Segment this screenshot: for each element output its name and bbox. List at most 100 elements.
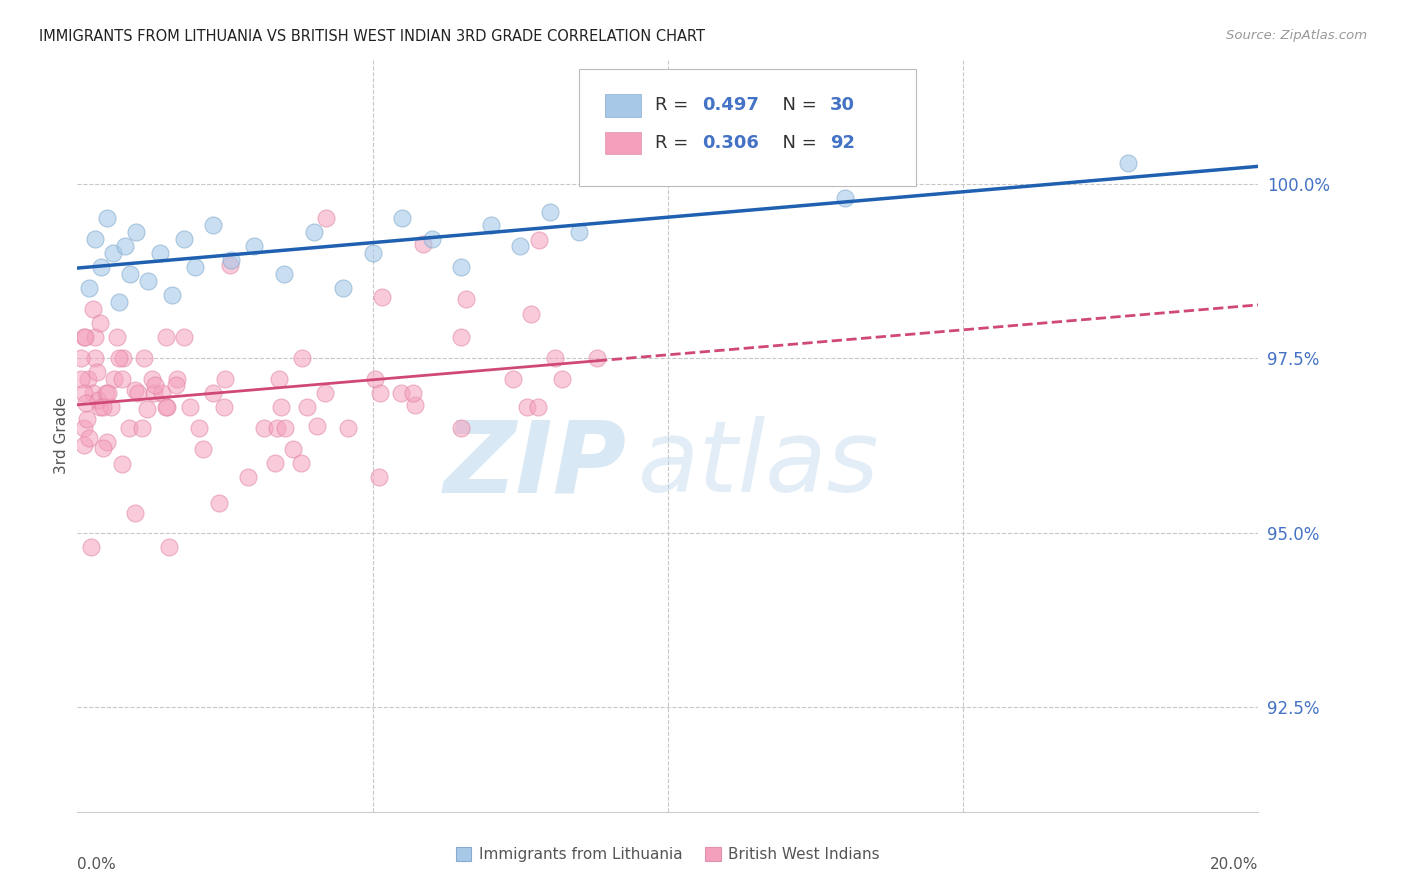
Point <box>550 372 572 386</box>
Point <box>136 274 159 288</box>
Point <box>219 253 242 268</box>
Point <box>516 400 538 414</box>
Point <box>302 226 325 240</box>
Point <box>218 258 240 272</box>
Point <box>454 292 477 306</box>
Point <box>101 246 124 260</box>
Point <box>179 400 201 414</box>
Text: N =: N = <box>770 96 823 114</box>
Point <box>404 398 426 412</box>
Point <box>96 434 118 449</box>
Point <box>202 219 225 233</box>
FancyBboxPatch shape <box>605 95 641 117</box>
Point <box>94 386 117 401</box>
Point <box>82 302 104 317</box>
Text: R =: R = <box>655 134 693 153</box>
Text: 0.306: 0.306 <box>702 134 759 153</box>
Point <box>315 211 337 226</box>
Point <box>72 330 94 344</box>
Point <box>273 268 295 282</box>
Text: Source: ZipAtlas.com: Source: ZipAtlas.com <box>1226 29 1367 42</box>
Point <box>120 268 142 282</box>
Point <box>73 330 96 344</box>
Point <box>77 372 100 386</box>
Point <box>127 386 149 401</box>
Point <box>108 351 131 365</box>
Point <box>361 246 384 260</box>
Point <box>73 437 96 451</box>
Point <box>124 383 146 397</box>
Point <box>544 351 567 365</box>
Point <box>253 421 276 435</box>
Point <box>337 421 360 435</box>
Point <box>281 442 304 456</box>
Point <box>131 421 153 435</box>
Point <box>509 239 531 253</box>
Text: IMMIGRANTS FROM LITHUANIA VS BRITISH WEST INDIAN 3RD GRADE CORRELATION CHART: IMMIGRANTS FROM LITHUANIA VS BRITISH WES… <box>39 29 706 44</box>
FancyBboxPatch shape <box>605 132 641 154</box>
Point <box>479 219 502 233</box>
Text: 30: 30 <box>830 96 855 114</box>
Point <box>538 204 561 219</box>
Point <box>111 457 134 471</box>
Y-axis label: 3rd Grade: 3rd Grade <box>53 396 69 474</box>
Point <box>450 330 472 344</box>
Point <box>243 239 266 253</box>
Point <box>165 378 187 392</box>
Point <box>188 421 211 435</box>
Point <box>1118 155 1140 169</box>
Text: 0.497: 0.497 <box>702 96 759 114</box>
Point <box>89 400 111 414</box>
Point <box>371 290 394 304</box>
Point <box>90 260 112 275</box>
Point <box>450 421 472 435</box>
Point <box>156 400 179 414</box>
Point <box>155 400 177 414</box>
Text: ZIP: ZIP <box>443 417 627 514</box>
Point <box>97 386 120 401</box>
Point <box>87 392 110 407</box>
Point <box>105 330 128 344</box>
Point <box>91 400 114 414</box>
Point <box>111 351 134 365</box>
Point <box>520 307 543 321</box>
Point <box>184 260 207 275</box>
Point <box>527 234 550 248</box>
Point <box>307 419 329 434</box>
Point <box>84 232 107 246</box>
Point <box>143 378 166 392</box>
Point <box>124 506 146 520</box>
Point <box>75 396 97 410</box>
Point <box>155 330 177 344</box>
Point <box>70 372 93 386</box>
Point <box>412 236 434 251</box>
Point <box>420 232 443 246</box>
Point <box>266 421 288 435</box>
Point <box>150 386 173 401</box>
Point <box>263 456 285 470</box>
Point <box>314 386 336 401</box>
Point <box>107 295 129 310</box>
Text: 0.0%: 0.0% <box>77 857 117 872</box>
Text: atlas: atlas <box>638 417 880 514</box>
Point <box>73 386 96 401</box>
Text: N =: N = <box>770 134 823 153</box>
Point <box>834 190 856 204</box>
Legend: Immigrants from Lithuania, British West Indians: Immigrants from Lithuania, British West … <box>450 841 886 868</box>
Point <box>157 540 180 554</box>
Point <box>389 386 412 401</box>
Point <box>391 211 413 226</box>
Point <box>297 400 319 414</box>
Point <box>103 372 125 386</box>
Point <box>149 246 172 260</box>
Point <box>212 400 235 414</box>
Point <box>173 232 195 246</box>
Point <box>291 351 314 365</box>
Point <box>77 281 100 295</box>
Point <box>77 431 100 445</box>
Point <box>84 330 107 344</box>
Point <box>111 372 134 386</box>
Point <box>586 351 609 365</box>
Point <box>80 540 103 554</box>
Text: 92: 92 <box>830 134 855 153</box>
